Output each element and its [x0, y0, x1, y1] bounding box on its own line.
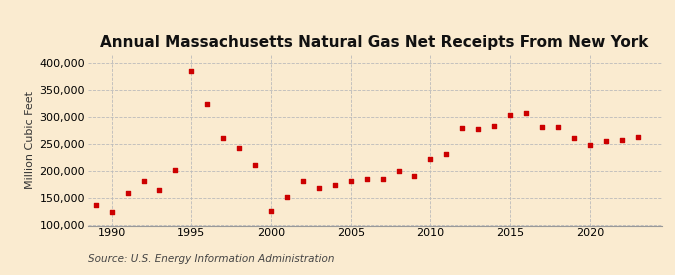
Point: [313, 185, 324, 190]
Point: [585, 143, 595, 148]
Point: [600, 138, 611, 143]
Point: [472, 127, 483, 131]
Point: [106, 210, 117, 214]
Point: [298, 178, 308, 183]
Point: [361, 177, 372, 182]
Point: [393, 169, 404, 174]
Point: [202, 101, 213, 106]
Point: [377, 177, 388, 182]
Point: [122, 191, 133, 195]
Point: [425, 157, 436, 162]
Title: Annual Massachusetts Natural Gas Net Receipts From New York: Annual Massachusetts Natural Gas Net Rec…: [101, 35, 649, 50]
Point: [170, 168, 181, 172]
Point: [520, 111, 531, 115]
Point: [616, 138, 627, 142]
Y-axis label: Million Cubic Feet: Million Cubic Feet: [25, 91, 35, 189]
Point: [90, 203, 101, 208]
Point: [266, 209, 277, 213]
Point: [138, 179, 149, 183]
Point: [154, 188, 165, 192]
Text: Source: U.S. Energy Information Administration: Source: U.S. Energy Information Administ…: [88, 254, 334, 264]
Point: [346, 178, 356, 183]
Point: [632, 135, 643, 139]
Point: [186, 69, 196, 73]
Point: [505, 112, 516, 117]
Point: [537, 125, 547, 129]
Point: [218, 136, 229, 140]
Point: [568, 136, 579, 140]
Point: [409, 174, 420, 178]
Point: [234, 146, 244, 150]
Point: [489, 124, 500, 129]
Point: [441, 151, 452, 156]
Point: [250, 163, 261, 167]
Point: [281, 195, 292, 200]
Point: [553, 125, 564, 129]
Point: [457, 126, 468, 130]
Point: [329, 183, 340, 187]
